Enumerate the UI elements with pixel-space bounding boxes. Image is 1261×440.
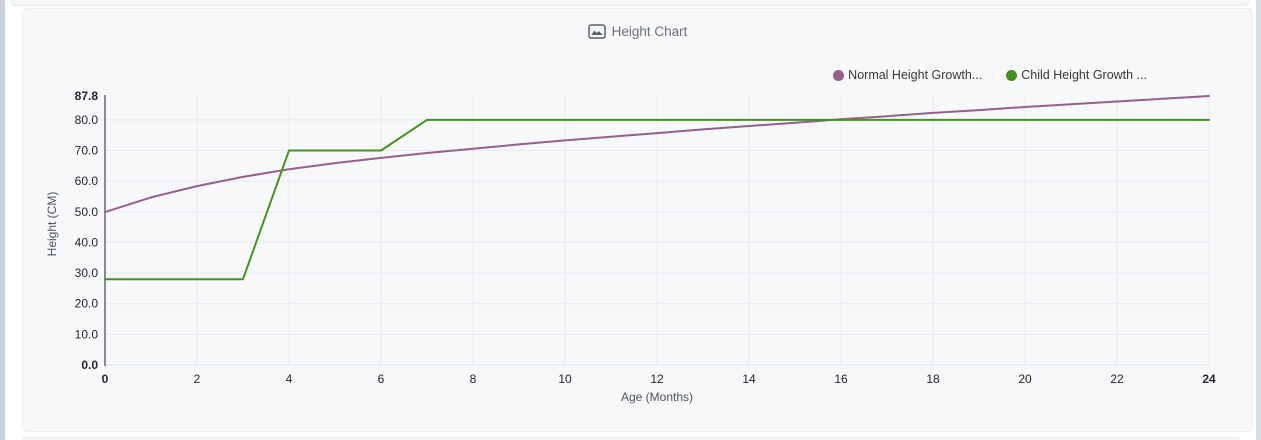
x-tick-label: 24 bbox=[1202, 372, 1216, 386]
legend-item-child-height-growth[interactable]: Child Height Growth ... bbox=[1006, 68, 1147, 83]
x-tick-label: 2 bbox=[194, 372, 201, 386]
x-tick-label: 6 bbox=[378, 372, 385, 386]
chart-title: Height Chart bbox=[23, 22, 1252, 40]
series-line-1[interactable] bbox=[104, 118, 1210, 281]
legend-label: Child Height Growth ... bbox=[1021, 68, 1147, 82]
y-tick-label: 80.0 bbox=[75, 113, 99, 127]
y-tick-label: 60.0 bbox=[75, 174, 99, 188]
x-tick-label: 0 bbox=[102, 372, 109, 386]
x-axis-title: Age (Months) bbox=[620, 390, 694, 404]
area-chart-icon bbox=[587, 23, 606, 39]
x-tick-label: 20 bbox=[1018, 372, 1032, 386]
left-edge-strip bbox=[0, 0, 5, 440]
x-tick-label: 18 bbox=[926, 372, 940, 386]
x-tick-label: 12 bbox=[650, 372, 664, 386]
chart-title-text: Height Chart bbox=[611, 23, 688, 39]
y-tick-label: 10.0 bbox=[75, 327, 99, 341]
y-tick-label: 70.0 bbox=[75, 144, 99, 158]
next-card-edge bbox=[22, 437, 1240, 440]
chart-legend: Normal Height Growth... Child Height Gro… bbox=[833, 68, 1147, 83]
x-tick-label: 14 bbox=[742, 372, 756, 386]
x-tick-label: 10 bbox=[558, 372, 572, 386]
series-line-0[interactable] bbox=[104, 95, 1210, 214]
y-tick-label: 50.0 bbox=[75, 205, 99, 219]
legend-label: Normal Height Growth... bbox=[848, 68, 983, 82]
y-tick-label: 87.8 bbox=[75, 89, 99, 103]
y-tick-label: 30.0 bbox=[75, 266, 99, 280]
y-tick-label: 40.0 bbox=[75, 235, 99, 249]
y-axis-title: Height (CM) bbox=[45, 191, 59, 257]
line-chart-canvas[interactable]: 0.0 10.0 20.0 30.0 40.0 50.0 60.0 70.0 80.0 87.8 0… bbox=[23, 9, 1252, 431]
chart-plot-area[interactable]: 0.0 10.0 20.0 30.0 40.0 50.0 60.0 70.0 80.0 87.8 0… bbox=[23, 9, 1252, 431]
height-chart-card: Height Chart Normal Height Growth... Chi… bbox=[22, 8, 1253, 432]
legend-marker-circle bbox=[833, 70, 845, 81]
previous-card-edge bbox=[10, 0, 1250, 6]
x-tick-label: 16 bbox=[834, 372, 848, 386]
x-tick-label: 22 bbox=[1110, 372, 1124, 386]
y-tick-label: 20.0 bbox=[75, 297, 99, 311]
right-edge-strip bbox=[1256, 0, 1261, 440]
legend-marker-circle bbox=[1006, 70, 1018, 81]
x-tick-label: 4 bbox=[286, 372, 293, 386]
x-tick-label: 8 bbox=[470, 372, 477, 386]
legend-item-normal-height-growth[interactable]: Normal Height Growth... bbox=[833, 68, 982, 83]
y-tick-label: 0.0 bbox=[81, 358, 98, 372]
